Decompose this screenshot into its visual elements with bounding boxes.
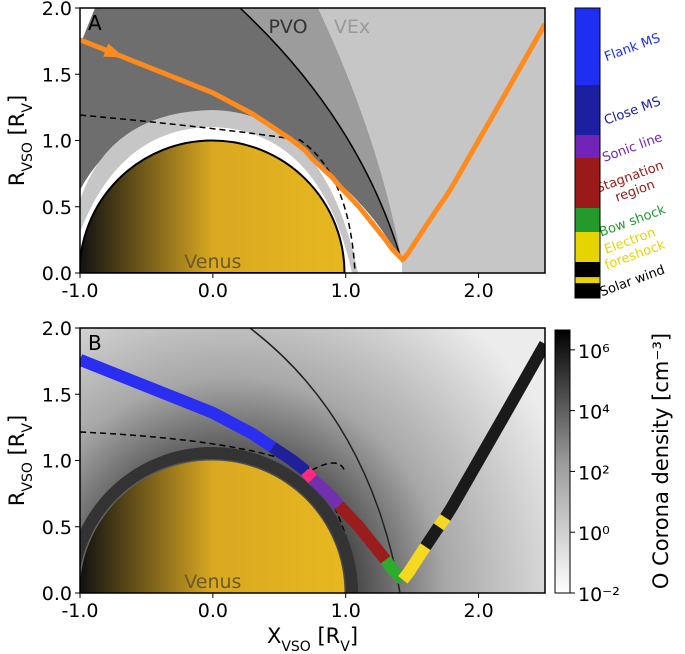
x-tick-label: 2.0 (463, 600, 493, 622)
x-tick-label: 2.0 (463, 280, 493, 302)
region-swatch (575, 208, 600, 232)
y-tick-label: 0.0 (42, 583, 72, 605)
trajectory-segment (80, 354, 276, 453)
region-swatch-stripe (575, 277, 600, 284)
y-axis-label-part: VSO (20, 462, 36, 491)
region-swatch (575, 8, 600, 85)
region-colorbar-frame (574, 7, 601, 299)
y-tick-label: 1.5 (42, 384, 72, 406)
colorbar (554, 329, 571, 594)
y-axis-label-part: [R (5, 433, 29, 462)
x-tick-label: 1.0 (331, 280, 361, 302)
panel-a-background (80, 8, 545, 273)
trajectory-segment (269, 442, 310, 476)
x-tick-label: 0.0 (198, 280, 228, 302)
region-swatch (575, 232, 600, 262)
region-label: Flank MS (602, 31, 662, 65)
y-axis-label-part: [R (5, 113, 29, 142)
pvo-label: PVO (268, 16, 307, 38)
y-axis-label-part: V (20, 423, 36, 433)
vex-label: VEx (334, 16, 370, 38)
trajectory-segment (440, 340, 545, 521)
y-axis-label-part: ] (5, 415, 29, 423)
y-axis-label-part: R (5, 492, 29, 507)
y-tick-label: 1.0 (42, 451, 72, 473)
y-axis-label: RVSO [RV] (5, 95, 36, 186)
colorbar-tick-label: 10⁰ (578, 523, 610, 545)
planet-label: Venus (184, 571, 241, 593)
panel-b-background (80, 328, 545, 593)
y-tick-label: 1.0 (42, 131, 72, 153)
panel (80, 340, 545, 584)
panel (80, 22, 545, 263)
x-axis-label-part: VSO (281, 639, 310, 654)
trajectory-segment (301, 467, 318, 483)
x-axis-label-part: [R (311, 624, 340, 648)
y-tick-label: 2.0 (42, 318, 72, 340)
x-axis-label-part: ] (350, 624, 358, 648)
region-label-line: Flank MS (602, 31, 662, 65)
y-tick-label: 1.5 (42, 64, 72, 86)
trajectory (80, 22, 545, 263)
panel-label: A (88, 11, 102, 35)
trajectory-segment (433, 513, 451, 531)
y-axis-label: RVSO [RV] (5, 415, 36, 506)
x-axis-label-part: X (267, 624, 281, 648)
colorbar-tick-label: 10⁴ (578, 402, 610, 424)
region-swatch (575, 85, 600, 135)
y-tick-label: 2.0 (42, 0, 72, 20)
y-tick-label: 0.0 (42, 263, 72, 285)
region-swatch (575, 135, 600, 158)
y-axis-label-part: R (5, 172, 29, 187)
x-tick-label: -1.0 (61, 280, 98, 302)
colorbar-tick-label: 10⁶ (578, 341, 610, 363)
x-tick-label: 0.0 (198, 600, 228, 622)
planet-label: Venus (184, 251, 241, 273)
y-axis-label-part: VSO (20, 142, 36, 171)
y-axis-label-part: V (20, 103, 36, 113)
panel-label: B (88, 331, 102, 355)
trajectory-segment (334, 501, 391, 564)
x-tick-label: 1.0 (331, 600, 361, 622)
x-axis-label-part: V (340, 639, 350, 654)
y-tick-label: 0.5 (42, 197, 72, 219)
y-tick-label: 0.5 (42, 517, 72, 539)
colorbar-tick-label: 10⁻² (578, 584, 620, 606)
direction-arrow (103, 43, 125, 58)
x-tick-label: -1.0 (61, 600, 98, 622)
trajectory-segment (398, 543, 431, 584)
region-label: Close MS (602, 94, 663, 128)
trajectory-segment (420, 523, 444, 550)
colorbar-label: O Corona density [cm⁻³] (649, 333, 673, 589)
colorbar-tick-label: 10² (578, 462, 610, 484)
region-label-line: Close MS (602, 94, 663, 128)
x-axis-label: XVSO [RV] (267, 624, 358, 654)
trajectory-segment (308, 474, 344, 510)
region-swatch (575, 158, 600, 208)
y-axis-label-part: ] (5, 95, 29, 103)
